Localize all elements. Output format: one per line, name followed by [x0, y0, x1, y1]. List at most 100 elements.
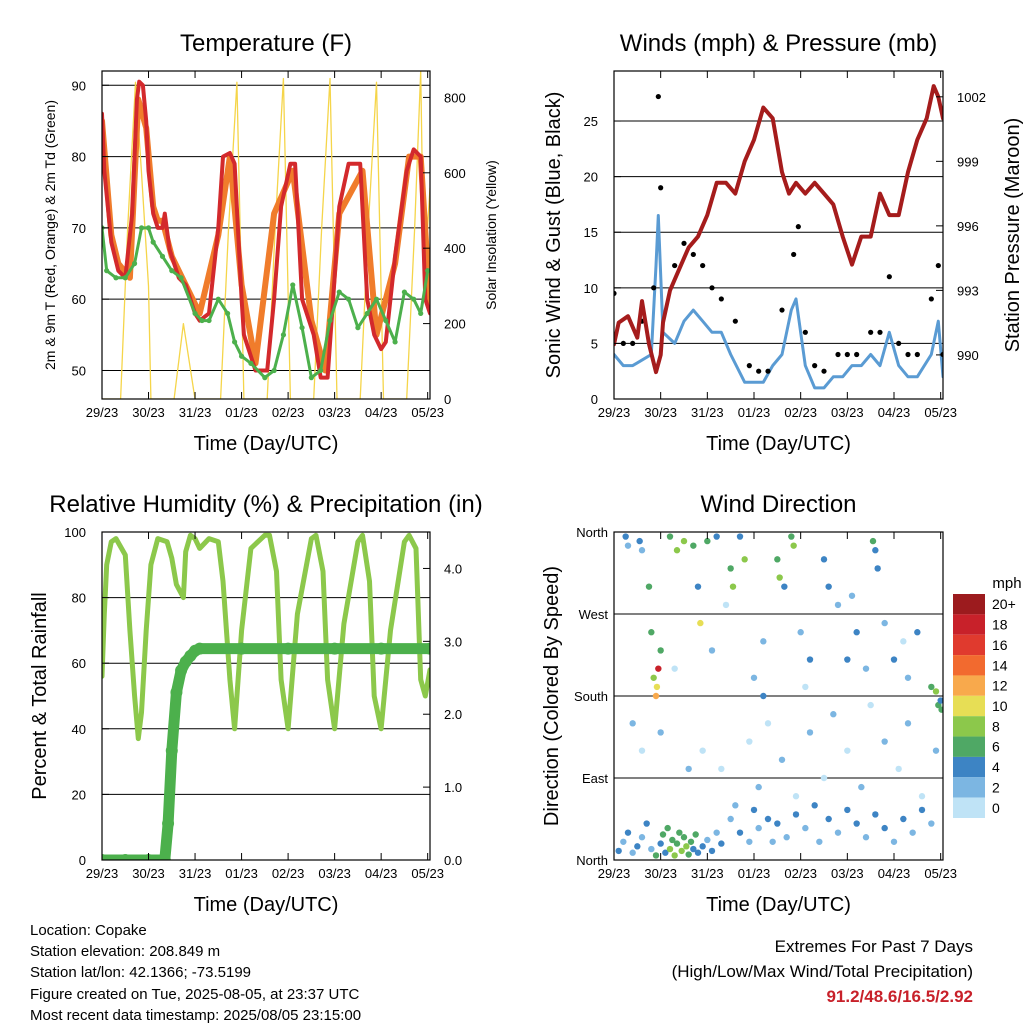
gust-point — [844, 351, 850, 358]
direction-point — [938, 706, 943, 713]
direction-point — [825, 583, 832, 590]
legend-label: 12 — [992, 678, 1008, 694]
legend-label: 2 — [992, 779, 1000, 795]
total-rainfall-point — [165, 744, 178, 757]
direction-point — [729, 583, 737, 590]
y-right-tick-label: 4.0 — [444, 561, 462, 576]
legend-label: 14 — [992, 657, 1008, 673]
dewpoint-point — [345, 296, 352, 302]
dewpoint-point — [138, 225, 145, 231]
y-axis-label: Direction (Colored By Speed) — [541, 566, 563, 826]
direction-point — [673, 840, 681, 847]
total-rainfall-point — [235, 642, 248, 655]
direction-point — [918, 793, 926, 800]
direction-point — [736, 533, 744, 540]
gust-point — [655, 93, 661, 100]
direction-point — [774, 556, 781, 563]
direction-point — [652, 852, 660, 859]
y-right-tick-label: 1.0 — [444, 780, 462, 795]
dewpoint-point — [418, 310, 424, 317]
direction-point — [844, 656, 851, 663]
x-tick-label: 29/23 — [86, 405, 119, 420]
dewpoint-point — [425, 268, 430, 274]
chart-title: Temperature (F) — [180, 30, 352, 57]
gust-point — [795, 224, 801, 230]
dewpoint-point — [122, 275, 128, 281]
gust-point — [905, 351, 911, 358]
station-elevation: Station elevation: 208.849 m — [30, 943, 221, 961]
gust-point — [877, 329, 883, 335]
y-tick-label: 80 — [72, 150, 86, 165]
direction-point — [673, 547, 681, 554]
direction-point — [664, 824, 671, 832]
direction-point — [704, 537, 711, 545]
direction-point — [650, 674, 657, 681]
direction-point — [634, 843, 641, 850]
y-tick-label: 20 — [72, 787, 86, 802]
x-tick-label: 30/23 — [132, 866, 165, 881]
direction-point — [662, 849, 669, 856]
direction-point — [708, 847, 716, 855]
plot-area — [614, 84, 943, 390]
legend-swatch — [953, 777, 985, 798]
dewpoint-point — [355, 325, 361, 331]
direction-point — [844, 806, 851, 814]
direction-point — [778, 756, 786, 763]
gust-point — [690, 251, 696, 258]
dewpoint-point — [373, 296, 380, 302]
direction-point — [900, 638, 907, 645]
direction-point — [918, 806, 926, 814]
panel-wind-direction: Wind Direction 29/23 30/23 31/23 01/23 02/23 0… — [541, 491, 1022, 916]
y-right-tick-label: 600 — [444, 166, 466, 181]
figure-created: Figure created on Tue, 2025-08-05, at 23… — [30, 985, 360, 1003]
dewpoint-point — [238, 353, 245, 359]
direction-point — [638, 834, 646, 841]
y-right-tick-label: 996 — [957, 219, 979, 234]
y-right-tick-label: 0.0 — [444, 853, 462, 868]
dewpoint-point — [411, 296, 417, 302]
direction-point — [657, 647, 664, 654]
legend-swatch — [953, 614, 985, 635]
direction-point — [769, 838, 776, 845]
legend-swatch — [953, 716, 985, 737]
x-tick-label: 03/23 — [831, 866, 864, 881]
legend-label: 0 — [992, 800, 1000, 816]
direction-point — [764, 815, 772, 823]
direction-point — [764, 720, 772, 727]
x-tick-label: 01/23 — [738, 866, 771, 881]
direction-point — [732, 802, 739, 809]
direction-point — [776, 574, 783, 581]
extremes-value: 91.2/48.6/16.5/2.92 — [826, 987, 973, 1006]
station-latlon: Station lat/lon: 42.1366; -73.5199 — [30, 964, 252, 982]
direction-point — [645, 583, 653, 590]
dewpoint-point — [145, 225, 152, 231]
x-tick-label: 03/23 — [318, 405, 351, 420]
extremes-subtitle: (High/Low/Max Wind/Total Precipitation) — [671, 962, 973, 981]
direction-point — [624, 829, 632, 836]
direction-point — [680, 537, 688, 545]
dewpoint-point — [271, 367, 277, 374]
total-rainfall-point — [170, 686, 183, 699]
direction-point — [816, 838, 823, 845]
direction-point — [713, 533, 720, 540]
x-axis-label: Time (Day/UTC) — [194, 433, 339, 455]
direction-point — [699, 843, 706, 850]
direction-point — [774, 820, 781, 827]
direction-point — [694, 849, 702, 856]
direction-point — [928, 683, 935, 691]
direction-point — [869, 537, 877, 545]
y-tick-label: South — [574, 689, 608, 704]
total-rainfall-point — [158, 854, 171, 860]
x-tick-label: 29/23 — [86, 866, 119, 881]
gust-point — [896, 340, 902, 347]
direction-point — [697, 619, 704, 627]
legend-swatch — [953, 634, 985, 656]
direction-point — [718, 765, 725, 773]
x-tick-label: 31/23 — [691, 405, 724, 420]
direction-point — [624, 542, 632, 549]
direction-point — [872, 811, 879, 818]
direction-point — [685, 765, 692, 773]
x-tick-label: 30/23 — [644, 405, 677, 420]
direction-point — [694, 583, 702, 590]
